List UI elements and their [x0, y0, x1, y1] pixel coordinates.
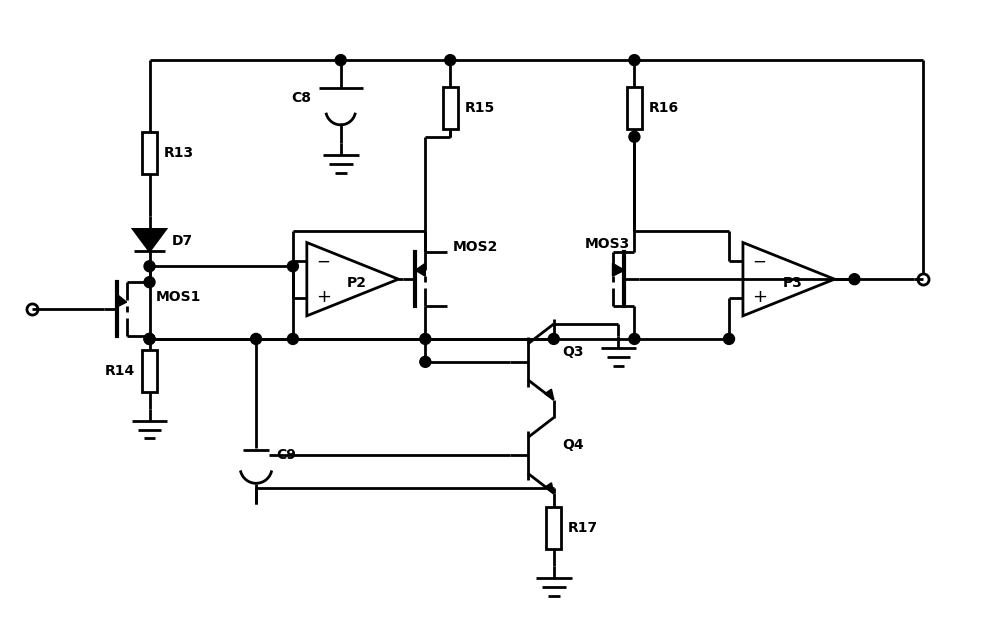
Text: MOS3: MOS3: [585, 238, 630, 251]
Text: R13: R13: [164, 146, 194, 160]
Text: R15: R15: [465, 101, 495, 115]
Bar: [627, 87, 642, 129]
Text: R17: R17: [568, 521, 598, 535]
Text: MOS1: MOS1: [155, 290, 201, 304]
Polygon shape: [117, 294, 127, 307]
Text: R16: R16: [649, 101, 679, 115]
Circle shape: [335, 55, 346, 66]
Text: D7: D7: [171, 234, 193, 249]
Text: −: −: [316, 253, 330, 270]
Circle shape: [420, 356, 431, 367]
Text: C8: C8: [291, 91, 311, 105]
Circle shape: [849, 274, 860, 285]
Polygon shape: [545, 483, 554, 493]
Circle shape: [629, 131, 640, 142]
Bar: [142, 132, 157, 174]
Circle shape: [724, 334, 734, 345]
Circle shape: [629, 334, 640, 345]
Circle shape: [144, 277, 155, 288]
Circle shape: [420, 334, 431, 345]
Circle shape: [144, 334, 155, 345]
Bar: [443, 87, 458, 129]
Circle shape: [287, 261, 298, 272]
Circle shape: [251, 334, 262, 345]
Text: P2: P2: [347, 276, 367, 290]
Circle shape: [287, 334, 298, 345]
Text: P3: P3: [783, 276, 803, 290]
Text: C9: C9: [276, 448, 296, 462]
Circle shape: [445, 55, 456, 66]
Polygon shape: [613, 263, 624, 276]
Circle shape: [548, 334, 559, 345]
Text: Q3: Q3: [563, 345, 584, 359]
Text: Q4: Q4: [563, 439, 584, 453]
Circle shape: [629, 55, 640, 66]
Circle shape: [144, 334, 155, 345]
Bar: [142, 350, 157, 392]
Text: +: +: [752, 288, 767, 306]
Bar: [546, 507, 561, 549]
Circle shape: [144, 261, 155, 272]
Text: +: +: [316, 288, 331, 306]
Polygon shape: [545, 389, 554, 400]
Text: −: −: [752, 253, 766, 270]
Polygon shape: [415, 263, 425, 276]
Text: MOS2: MOS2: [453, 240, 499, 254]
Text: R14: R14: [105, 364, 135, 378]
Polygon shape: [134, 229, 165, 251]
